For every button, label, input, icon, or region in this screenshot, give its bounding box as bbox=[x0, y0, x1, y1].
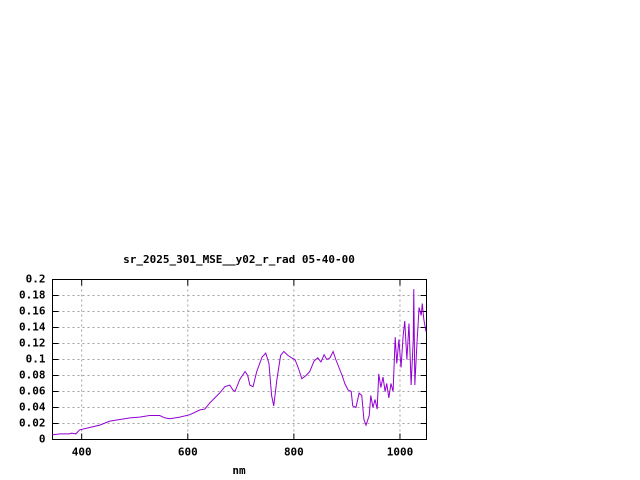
y-tick-label: 0.1 bbox=[26, 353, 46, 366]
y-tick-label: 0.04 bbox=[19, 401, 46, 414]
x-tick-label: 600 bbox=[178, 446, 198, 459]
y-tick-label: 0.06 bbox=[19, 385, 46, 398]
y-tick-label: 0.16 bbox=[19, 305, 46, 318]
y-tick-label: 0.2 bbox=[26, 273, 46, 286]
chart-title: sr_2025_301_MSE__y02_r_rad 05-40-00 bbox=[123, 253, 355, 266]
plot-border bbox=[52, 279, 427, 440]
y-tick-label: 0.18 bbox=[19, 289, 46, 302]
x-tick-label: 400 bbox=[72, 446, 92, 459]
y-tick-label: 0.02 bbox=[19, 417, 46, 430]
x-tick-label: 1000 bbox=[387, 446, 414, 459]
x-axis-label: nm bbox=[232, 464, 246, 477]
y-tick-label: 0.12 bbox=[19, 337, 46, 350]
y-tick-label: 0 bbox=[39, 433, 46, 446]
data-line bbox=[52, 289, 427, 436]
y-tick-label: 0.14 bbox=[19, 321, 46, 334]
x-tick-label: 800 bbox=[284, 446, 304, 459]
y-tick-label: 0.08 bbox=[19, 369, 46, 382]
